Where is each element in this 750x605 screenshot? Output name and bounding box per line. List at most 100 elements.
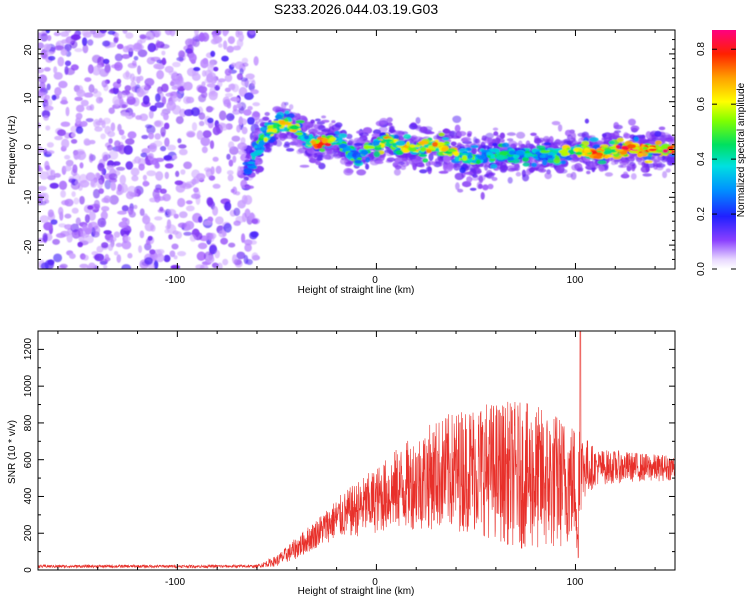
noise-blob <box>121 104 127 109</box>
noise-blob <box>193 187 199 193</box>
ridge-core-blob <box>554 157 560 160</box>
ridge-core-blob <box>372 140 380 146</box>
noise-blob <box>69 253 76 259</box>
halo-blob <box>555 165 565 174</box>
noise-blob <box>148 132 155 140</box>
ridge-core-blob <box>499 150 508 157</box>
noise-blob <box>154 193 161 203</box>
noise-blob <box>86 105 93 111</box>
noise-blob <box>64 154 71 160</box>
noise-blob <box>88 39 93 46</box>
ridge-core-blob <box>475 159 481 165</box>
noise-blob <box>43 115 49 121</box>
noise-blob <box>40 33 49 42</box>
noise-blob <box>231 135 241 142</box>
halo-blob <box>507 177 513 184</box>
colorbar-tick-label: 0.0 <box>696 262 707 276</box>
halo-blob <box>255 120 260 124</box>
ridge-core-blob <box>408 146 417 152</box>
noise-blob <box>160 145 167 152</box>
ridge-core-blob <box>615 144 621 149</box>
noise-blob <box>85 118 94 123</box>
halo-blob <box>493 131 499 136</box>
top-x-axis-label: Height of straight line (km) <box>298 285 415 296</box>
halo-blob <box>530 132 537 136</box>
spectrogram-ticks <box>38 29 675 270</box>
noise-blob <box>109 194 119 205</box>
ridge-blob <box>373 150 381 158</box>
noise-blob <box>88 211 96 221</box>
noise-blob <box>218 230 227 238</box>
noise-blob <box>251 110 261 121</box>
noise-blob <box>99 30 107 34</box>
noise-blob <box>241 126 248 135</box>
halo-blob <box>472 174 478 178</box>
noise-blob <box>171 96 178 103</box>
noise-blob <box>53 253 63 263</box>
noise-blob <box>38 164 41 172</box>
noise-blob <box>79 162 84 169</box>
noise-blob <box>209 140 215 150</box>
noise-blob <box>232 155 237 163</box>
ridge-blob <box>338 133 348 138</box>
noise-blob <box>116 254 122 263</box>
ridge-core-blob <box>321 137 328 144</box>
noise-blob <box>207 106 215 111</box>
halo-blob <box>296 149 303 155</box>
noise-blob <box>97 179 103 189</box>
halo-blob <box>542 136 551 143</box>
noise-blob <box>164 171 169 180</box>
halo-blob <box>485 132 495 139</box>
halo-blob <box>321 115 327 119</box>
noise-blob <box>43 43 51 51</box>
noise-blob <box>40 262 49 269</box>
top-ytick-label: 20 <box>23 44 34 56</box>
noise-blob <box>147 42 157 53</box>
bottom-ytick-label: 1000 <box>23 374 34 397</box>
noise-blob <box>82 224 88 232</box>
noise-blob <box>102 117 111 125</box>
noise-blob <box>80 99 89 107</box>
noise-blob <box>53 72 63 80</box>
noise-blob <box>175 170 180 177</box>
noise-blob <box>225 93 233 98</box>
ridge-blob <box>589 137 599 143</box>
noise-blob <box>224 68 232 76</box>
spectrogram-panel: -100 0 100 -20 -10 0 10 20 Height of str… <box>7 29 676 296</box>
noise-blob <box>191 107 200 117</box>
noise-blob <box>183 231 193 236</box>
ridge-core-blob <box>363 144 371 150</box>
noise-blob <box>125 138 135 145</box>
noise-blob <box>155 171 164 181</box>
noise-blob <box>241 194 248 205</box>
noise-blob <box>227 36 235 45</box>
noise-blob <box>142 174 147 181</box>
halo-blob <box>258 118 264 123</box>
halo-blob <box>667 156 673 163</box>
noise-blob <box>61 138 70 149</box>
halo-blob <box>301 123 308 127</box>
noise-blob <box>142 180 149 187</box>
noise-blob <box>103 230 112 235</box>
noise-blob <box>47 259 55 266</box>
noise-blob <box>204 78 213 84</box>
ridge-core-blob <box>608 146 616 149</box>
noise-blob <box>75 117 81 125</box>
noise-blob <box>124 236 131 242</box>
halo-blob <box>499 161 507 169</box>
noise-blob <box>206 197 214 206</box>
halo-blob <box>388 128 396 133</box>
noise-blob <box>174 180 184 186</box>
noise-blob <box>233 220 241 226</box>
ridge-core-blob <box>250 152 259 157</box>
ridge-core-blob <box>648 148 657 152</box>
noise-blob <box>173 213 179 219</box>
noise-blob <box>244 243 252 252</box>
noise-blob <box>216 37 223 42</box>
noise-blob <box>63 165 72 172</box>
noise-blob <box>125 191 135 200</box>
halo-blob <box>386 122 393 126</box>
noise-blob <box>144 78 155 87</box>
noise-blob <box>136 76 141 84</box>
